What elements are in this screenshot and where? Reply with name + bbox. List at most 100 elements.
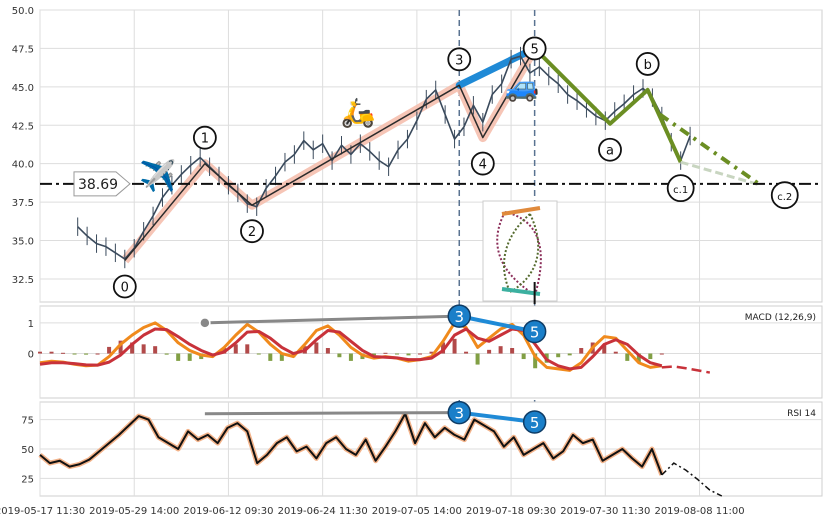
macd-histogram-bar (118, 340, 123, 354)
x-tick-label: 2019-05-17 11:30 (0, 506, 85, 517)
macd-histogram-bar (383, 352, 388, 354)
wave-label-text: 5 (530, 42, 538, 57)
x-tick-label: 2019-06-12 09:30 (183, 506, 273, 517)
macd-wave-marker-label: 3 (454, 308, 464, 326)
macd-histogram-bar (233, 344, 238, 354)
price-y-tick-label: 32.5 (12, 275, 34, 286)
macd-histogram-bar (510, 348, 515, 354)
wave-label-circle (770, 181, 799, 210)
macd-histogram-bar (176, 353, 181, 361)
inset-curve-a (496, 211, 542, 296)
car-icon: 🚙 (505, 70, 540, 103)
rsi-y-tick-label: 25 (21, 474, 34, 485)
macd-wave-marker (447, 304, 472, 328)
wave-label-a: a (598, 137, 622, 162)
wave-label-4: 4 (470, 151, 495, 176)
wave-label-circle (522, 36, 547, 61)
macd-histogram-bar (406, 353, 411, 356)
wave-label-b: b (635, 52, 660, 76)
macd-histogram-bar (314, 342, 319, 354)
x-tick-label: 2019-07-05 14:00 (372, 506, 462, 517)
wave-label-circle (112, 274, 137, 299)
wave-3-5-trendline (455, 44, 539, 89)
macd-histogram-bar (337, 353, 342, 358)
rsi-wave-marker-label: 5 (530, 414, 540, 432)
macd-histogram-bar (61, 352, 66, 354)
macd-histogram-bar (498, 346, 503, 354)
rsi-wave-marker (522, 410, 547, 434)
price-y-tick-label: 45.0 (12, 83, 34, 94)
price-y-tick-label: 40.0 (12, 160, 34, 171)
x-tick-label: 2019-08-08 11:00 (654, 506, 744, 517)
wave-label-circle (470, 151, 495, 176)
macd-histogram-bar (84, 353, 89, 355)
wave-label-circle (447, 47, 472, 72)
price-series-line (77, 55, 691, 260)
price-tag-label: 38.69 (78, 177, 118, 193)
rsi-divergence-line (204, 411, 460, 416)
macd-histogram-bar (487, 349, 492, 354)
macd-histogram-bar (256, 353, 261, 355)
macd-divergence-start (199, 317, 211, 329)
macd-y-tick-label: 0 (28, 350, 34, 361)
macd-projection (661, 365, 711, 374)
wave-label-text: 4 (479, 158, 487, 173)
wave-label-c-2: c.2 (770, 181, 799, 210)
inset-frame (482, 200, 558, 302)
wave-label-text: 2 (248, 225, 256, 240)
macd-histogram-bar (475, 353, 480, 365)
impulse-wave-line (124, 48, 536, 261)
price-tag-box (73, 171, 131, 197)
rsi-wave-marker-label: 3 (454, 405, 464, 423)
wave-label-circle (192, 125, 217, 150)
x-tick-label: 2019-06-24 11:30 (278, 506, 368, 517)
macd-histogram-bar (141, 344, 146, 354)
macd-histogram-bar (452, 338, 457, 354)
macd-signal-line (39, 327, 663, 371)
rsi-y-tick-label: 50 (21, 445, 34, 456)
macd-histogram-bar (659, 353, 664, 355)
macd-histogram-bar (153, 346, 158, 354)
macd-histogram-bar (602, 344, 607, 354)
wave-label-text: b (644, 58, 652, 73)
macd-histogram-bar (371, 353, 376, 356)
macd-wave-marker-label: 5 (530, 323, 540, 341)
price-y-tick-label: 42.5 (12, 121, 34, 132)
macd-histogram-bar (418, 353, 423, 355)
macd-histogram-bar (625, 353, 630, 361)
macd-histogram-bar (95, 353, 100, 355)
macd-histogram-bar (429, 351, 434, 354)
price-y-tick-label: 35.0 (12, 237, 34, 248)
rsi-projection (661, 462, 723, 497)
x-tick-label: 2019-07-18 09:30 (466, 506, 556, 517)
rsi-wave-marker (447, 400, 472, 425)
wave-label-text: c.2 (777, 192, 792, 203)
projection-c1-c2 (680, 160, 762, 187)
macd-histogram-bar (648, 353, 653, 360)
macd-histogram-bar (187, 353, 192, 361)
corrective-wave-line (533, 47, 683, 163)
macd-histogram-bar (49, 351, 54, 354)
macd-histogram-bar (279, 353, 284, 361)
macd-3-5-line (458, 314, 536, 334)
price-y-tick-label: 37.5 (12, 198, 34, 209)
wave-label-text: 0 (121, 281, 129, 296)
wave-label-circle (598, 137, 622, 162)
wave-label-3: 3 (447, 47, 472, 72)
price-y-tick-label: 47.5 (12, 44, 34, 55)
macd-histogram-bar (38, 351, 42, 354)
macd-histogram-bar (567, 353, 572, 356)
rsi-line (39, 412, 663, 476)
scooter-icon: 🛵 (341, 96, 376, 129)
inset-curve-b (503, 213, 540, 293)
macd-histogram-bar (268, 353, 273, 361)
macd-histogram-bar (521, 353, 526, 360)
macd-histogram-bar (613, 351, 618, 354)
wave-label-circle (240, 219, 264, 244)
current-price-tag: 38.69 (73, 171, 131, 197)
wave-label-text: 1 (201, 132, 209, 147)
macd-histogram-bar (464, 351, 469, 354)
macd-histogram-bar (130, 342, 135, 354)
wave-label-text: 3 (455, 53, 463, 68)
